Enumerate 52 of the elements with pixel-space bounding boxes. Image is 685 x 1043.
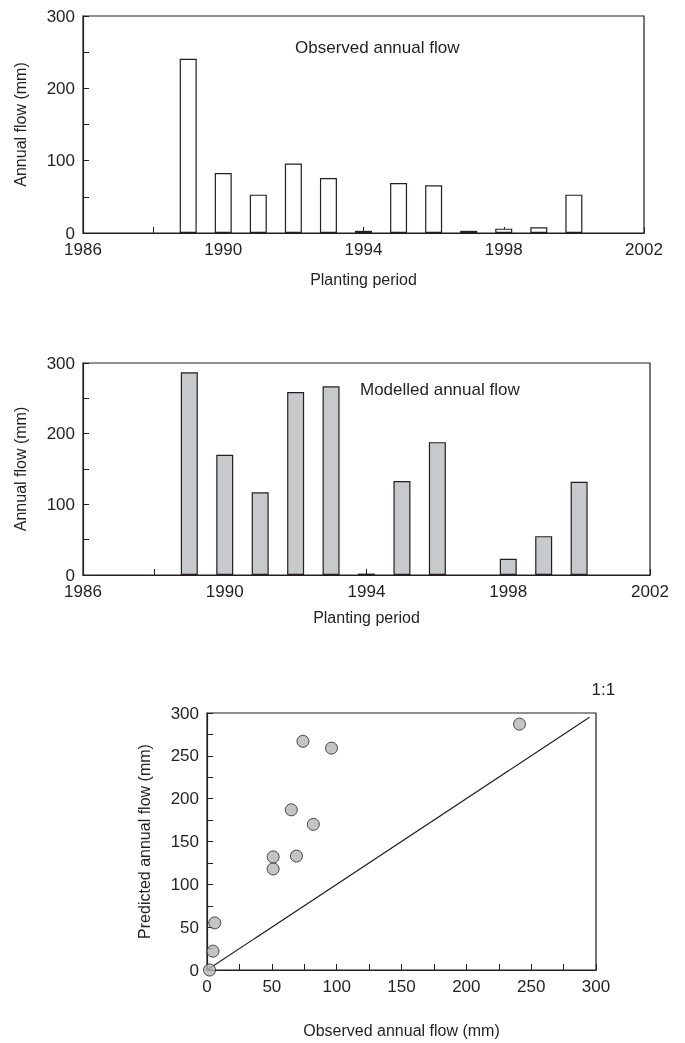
x-tick-label: 2002 bbox=[625, 240, 663, 259]
y-tick-label: 100 bbox=[170, 874, 199, 894]
x-tick-label: 0 bbox=[202, 977, 212, 996]
y-tick-label: 0 bbox=[65, 223, 75, 243]
annotation: 1:1 bbox=[591, 680, 616, 700]
y-tick-label: 100 bbox=[46, 494, 75, 514]
x-tick-label: 100 bbox=[322, 977, 351, 996]
y-tick-label: 0 bbox=[189, 960, 199, 980]
point bbox=[296, 734, 310, 748]
text: Modelled annual flow bbox=[360, 380, 521, 399]
x-tick-label: 1998 bbox=[484, 240, 523, 259]
point bbox=[284, 803, 298, 817]
x-axis-title: Planting period bbox=[313, 608, 420, 626]
point bbox=[266, 850, 280, 864]
x-tick-label: 200 bbox=[452, 977, 481, 996]
x-axis-title: Observed annual flow (mm) bbox=[303, 1021, 500, 1039]
x-tick-label: 1986 bbox=[64, 240, 102, 259]
y-tick-label: 200 bbox=[170, 789, 199, 809]
y-tick-label: 50 bbox=[180, 917, 199, 937]
x-tick-label: 300 bbox=[581, 977, 611, 996]
y-axis-title: Predicted annual flow (mm) bbox=[135, 744, 153, 939]
y-axis-title: Annual flow (mm) bbox=[11, 406, 29, 532]
point bbox=[289, 849, 303, 863]
x-tick-label: 1986 bbox=[64, 582, 102, 601]
x-tick-label: 1990 bbox=[205, 582, 244, 601]
point bbox=[206, 944, 220, 958]
y-tick-label: 200 bbox=[46, 424, 75, 444]
y-tick-label: 300 bbox=[46, 353, 75, 373]
text: Observed annual flow bbox=[295, 38, 461, 57]
point bbox=[208, 916, 222, 930]
point bbox=[203, 963, 217, 977]
point bbox=[266, 862, 280, 876]
x-tick-label: 50 bbox=[262, 977, 282, 996]
y-tick-label: 250 bbox=[170, 746, 199, 766]
y-axis-title: Annual flow (mm) bbox=[11, 62, 29, 187]
x-axis-title: Planting period bbox=[310, 270, 417, 288]
x-tick-label: 1994 bbox=[344, 240, 383, 259]
y-tick-label: 300 bbox=[46, 6, 75, 26]
x-tick-label: 250 bbox=[516, 977, 546, 996]
x-tick-label: 150 bbox=[387, 977, 416, 996]
point bbox=[513, 717, 526, 731]
y-tick-label: 300 bbox=[170, 703, 199, 723]
y-tick-label: 150 bbox=[170, 832, 199, 851]
y-tick-label: 0 bbox=[65, 565, 75, 585]
x-tick-label: 1998 bbox=[489, 582, 528, 601]
x-tick-label: 2002 bbox=[631, 582, 669, 601]
point bbox=[324, 741, 338, 755]
y-tick-label: 100 bbox=[46, 151, 75, 171]
x-tick-label: 1994 bbox=[347, 582, 386, 601]
point bbox=[306, 817, 320, 831]
x-tick-label: 1990 bbox=[204, 240, 243, 259]
y-tick-label: 200 bbox=[46, 78, 75, 98]
